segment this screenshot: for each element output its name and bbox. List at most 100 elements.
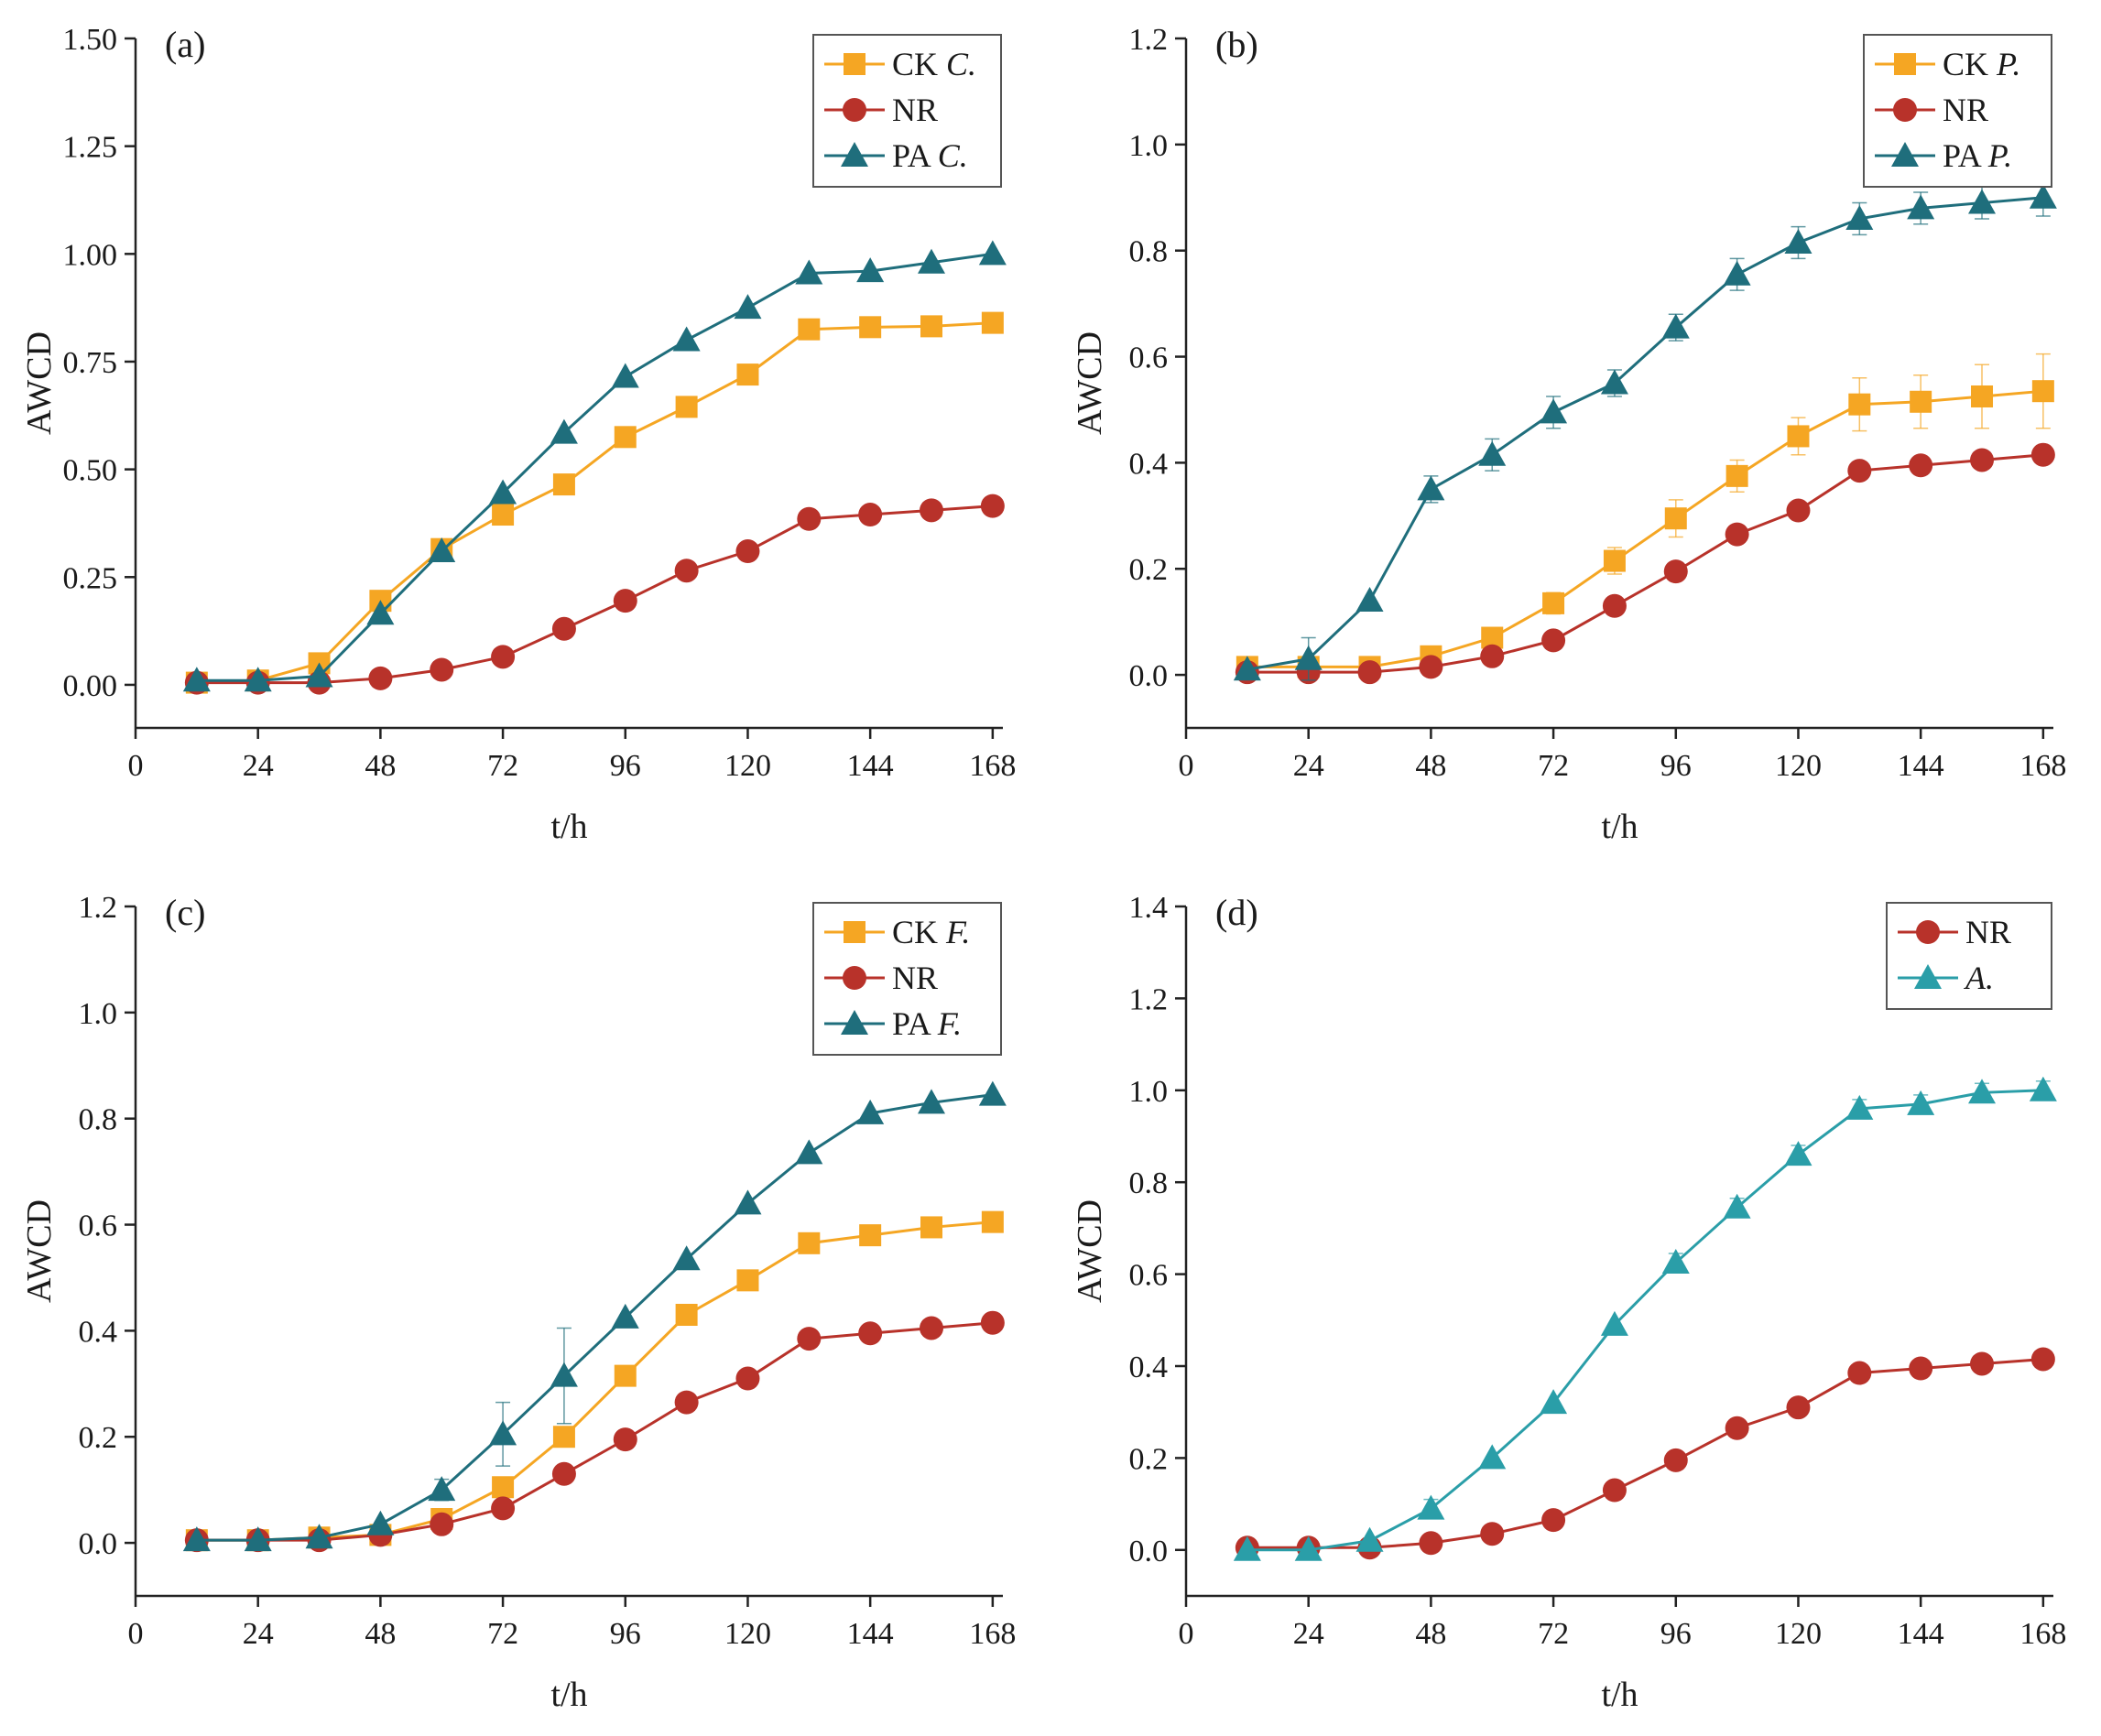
y-tick-label: 0.25 — [63, 561, 118, 595]
data-point — [734, 1189, 762, 1215]
data-point — [1848, 393, 1871, 416]
y-tick-label: 0.00 — [63, 669, 118, 703]
legend-label: NR — [892, 92, 938, 128]
legend-label-italic: P. — [1996, 46, 2020, 82]
legend-label-name: NR — [892, 960, 938, 996]
legend-marker — [841, 142, 868, 167]
data-point — [366, 1510, 395, 1535]
data-point — [1541, 1508, 1566, 1533]
legend-label-italic: P. — [1987, 137, 2012, 174]
data-point — [1725, 1416, 1749, 1440]
series-pa_light — [1233, 1076, 2057, 1561]
series-line — [1246, 389, 2043, 668]
series-line — [1246, 1089, 2043, 1552]
data-point — [552, 473, 575, 496]
data-point — [1725, 464, 1748, 487]
data-point — [981, 311, 1004, 334]
data-point — [1419, 655, 1443, 679]
data-point — [428, 1476, 456, 1502]
legend-marker — [1893, 98, 1917, 122]
legend-label-name: NR — [1965, 914, 2011, 950]
series-line — [196, 1221, 993, 1542]
data-point — [550, 1362, 578, 1387]
panel-label: (c) — [165, 892, 205, 933]
y-tick-label: 0.8 — [1129, 235, 1169, 269]
x-axis-label: t/h — [550, 1676, 587, 1714]
y-tick-label: 0.0 — [1129, 1535, 1169, 1568]
data-point — [491, 645, 516, 669]
data-point — [797, 506, 822, 531]
x-tick-label: 0 — [128, 1617, 144, 1651]
legend-label: NR — [1943, 92, 1988, 128]
data-point — [1725, 522, 1749, 547]
y-tick-label: 0.2 — [1129, 1442, 1169, 1476]
data-point — [2030, 1347, 2055, 1372]
y-tick-label: 1.2 — [1129, 982, 1169, 1016]
data-point — [614, 426, 637, 449]
data-point — [613, 1427, 637, 1452]
data-point — [980, 1310, 1005, 1335]
legend-marker — [1891, 142, 1919, 167]
data-point — [675, 396, 698, 418]
data-point — [1663, 1448, 1688, 1472]
x-tick-label: 144 — [1898, 749, 1944, 783]
data-point — [551, 1461, 576, 1486]
legend-label-italic: C. — [946, 46, 976, 82]
data-point — [735, 1366, 760, 1391]
x-tick-label: 120 — [724, 1617, 771, 1651]
data-point — [1663, 559, 1688, 584]
x-tick-label: 0 — [128, 749, 144, 783]
data-point — [1845, 204, 1874, 230]
data-point — [1233, 656, 1261, 681]
data-point — [795, 259, 823, 285]
chart-panel-d: 0.0 0.2 0.4 0.6 0.8 1.0 1.2 1.4 0 24 48 72 96 120 144 1… — [1050, 868, 2101, 1736]
chart-panel-b: 0.0 0.2 0.4 0.6 0.8 1.0 1.2 0 24 48 72 96 120 144 168 t… — [1050, 0, 2101, 868]
legend-marker — [1914, 964, 1942, 989]
data-point — [1540, 398, 1568, 424]
data-point — [1784, 229, 1813, 255]
data-point — [1970, 1351, 1995, 1376]
legend-label: NR — [892, 960, 938, 996]
data-point — [1541, 628, 1566, 653]
data-point — [1968, 1079, 1997, 1104]
data-point — [1907, 1090, 1935, 1115]
legend: NR A. — [1886, 902, 2052, 1010]
legend-label-name: CK — [1943, 46, 1997, 82]
y-tick-label: 0.2 — [1129, 553, 1169, 587]
data-point — [672, 1245, 701, 1271]
data-point — [736, 363, 759, 386]
data-point — [735, 539, 760, 564]
data-point — [491, 1496, 516, 1521]
y-tick-label: 1.0 — [1129, 129, 1169, 163]
data-point — [1480, 644, 1505, 668]
data-point — [1540, 1389, 1568, 1415]
data-point — [1907, 194, 1935, 220]
series-line — [196, 1093, 994, 1542]
data-point — [182, 667, 211, 692]
data-point — [430, 1512, 454, 1536]
x-tick-label: 72 — [487, 1617, 518, 1651]
legend-marker — [843, 98, 866, 122]
chart-svg-d: 0.0 0.2 0.4 0.6 0.8 1.0 1.2 1.4 0 24 48 72 96 120 144 1… — [1071, 891, 2066, 1714]
data-point — [674, 1390, 699, 1415]
data-point — [1723, 1193, 1751, 1219]
y-axis-label: AWCD — [20, 331, 59, 435]
legend-marker — [844, 53, 865, 75]
data-point — [489, 1420, 517, 1446]
data-point — [978, 240, 1007, 266]
data-point — [856, 1099, 885, 1124]
data-point — [798, 1231, 821, 1254]
legend-label-name: CK — [892, 46, 946, 82]
data-point — [736, 1269, 759, 1292]
y-tick-label: 1.2 — [1129, 23, 1169, 57]
data-point — [1786, 1395, 1811, 1420]
data-point — [1971, 385, 1994, 407]
series-nr — [184, 494, 1005, 695]
series-line — [196, 252, 994, 682]
data-point — [2029, 1076, 2057, 1101]
data-point — [1845, 1094, 1874, 1120]
data-point — [859, 316, 882, 339]
x-tick-label: 48 — [365, 1617, 396, 1651]
series-line — [196, 1321, 993, 1542]
